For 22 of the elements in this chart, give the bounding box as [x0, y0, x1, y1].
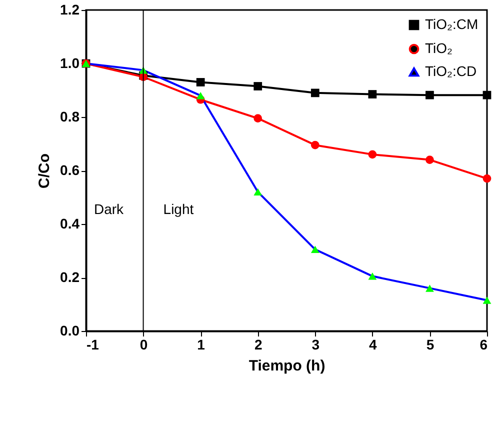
- y-tick-label: 0.0: [60, 322, 80, 338]
- y-tick-label: 1.2: [60, 2, 80, 18]
- x-tick-label: 6: [480, 336, 488, 352]
- legend-label: TiO₂:CM: [425, 16, 478, 32]
- x-tick-label: 4: [369, 336, 378, 352]
- legend-label: TiO₂:CD: [425, 63, 477, 79]
- x-tick-label: 2: [254, 336, 262, 352]
- y-axis-title: C/Co: [36, 154, 54, 188]
- annotation: Dark: [94, 201, 125, 217]
- x-axis-title: Tiempo (h): [248, 358, 326, 374]
- legend-label: TiO₂: [425, 40, 452, 56]
- annotation: Light: [163, 201, 194, 217]
- x-tick-label: -1: [86, 336, 100, 352]
- x-tick-label: 3: [312, 336, 320, 352]
- x-tick-label: 5: [426, 336, 434, 352]
- x-tick-label: 0: [140, 336, 148, 352]
- x-tick-label: 1: [197, 336, 206, 352]
- y-tick-label: 0.8: [60, 108, 80, 124]
- y-tick-label: 0.2: [60, 269, 80, 285]
- y-tick-label: 0.4: [60, 216, 80, 232]
- y-tick-label: 0.6: [60, 162, 80, 178]
- y-tick-label: 1.0: [60, 55, 80, 71]
